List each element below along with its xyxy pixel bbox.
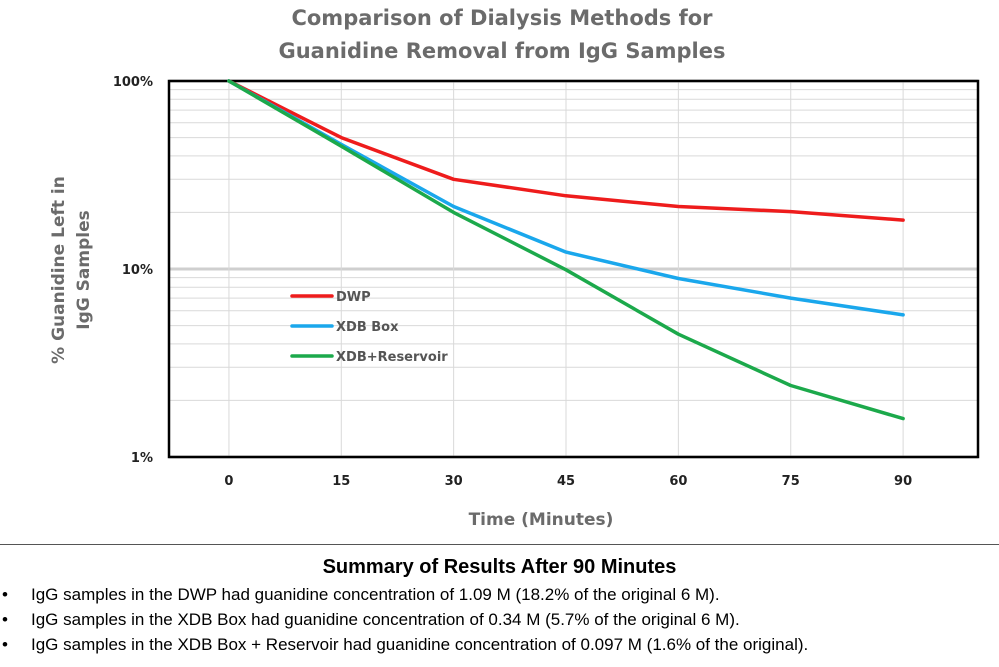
legend-label: XDB+Reservoir [336,350,448,365]
bullet-glyph: • [2,585,8,604]
chart-title-line-1: Comparison of Dialysis Methods for [291,6,713,30]
summary-heading: Summary of Results After 90 Minutes [322,556,677,578]
y-tick-label: 10% [122,263,153,278]
x-tick-label: 90 [894,474,912,489]
legend-label: XDB Box [336,320,399,335]
y-tick-label: 1% [131,451,153,466]
plot-frame [167,79,980,459]
x-tick-label: 75 [782,474,800,489]
summary-item: • IgG samples in the XDB Box had guanidin… [0,607,999,632]
bullet-glyph: • [2,610,8,629]
x-tick-label: 15 [332,474,350,489]
summary-item-text: IgG samples in the XDB Box + Reservoir h… [31,635,809,654]
chart-title-line-2: Guanidine Removal from IgG Samples [279,39,726,63]
series-line [227,79,905,222]
legend-label: DWP [336,290,371,305]
gridlines [169,79,978,459]
series-lines [227,79,905,421]
x-axis-title: Time (Minutes) [469,510,614,530]
section-divider [0,544,999,545]
x-tick-label: 45 [557,474,575,489]
bullet-glyph: • [2,635,8,654]
summary-item: • IgG samples in the XDB Box + Reservoir … [0,632,999,657]
summary-item-text: IgG samples in the XDB Box had guanidine… [31,610,740,629]
y-tick-label: 100% [113,75,153,90]
y-tick-labels: 100% 10% 1% [113,75,153,466]
y-axis-title-line-2: IgG Samples [74,210,94,329]
summary-list: • IgG samples in the DWP had guanidine co… [0,582,999,657]
x-tick-label: 30 [445,474,463,489]
x-tick-label: 0 [224,474,233,489]
x-tick-label: 60 [669,474,687,489]
chart: 100% 10% 1% 0 15 30 45 60 75 90 DWP XDB Box XDB+Re… [49,6,980,530]
x-tick-labels: 0 15 30 45 60 75 90 [224,474,912,489]
legend: DWP XDB Box XDB+Reservoir [290,290,448,365]
summary-item-text: IgG samples in the DWP had guanidine con… [31,585,720,604]
summary-item: • IgG samples in the DWP had guanidine co… [0,582,999,607]
y-axis-title-line-1: % Guanidine Left in [49,176,69,364]
series-line [227,79,905,421]
